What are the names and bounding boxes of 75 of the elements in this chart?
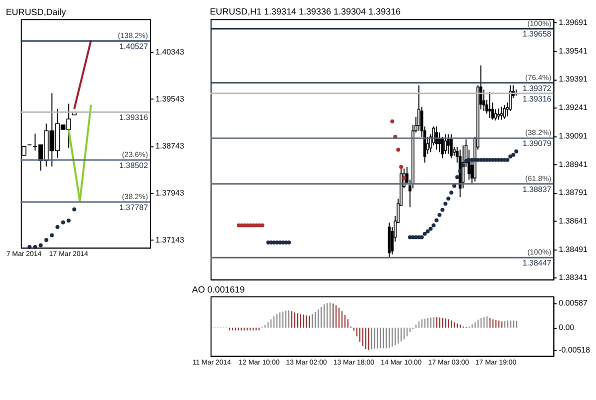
candlestick bbox=[494, 108, 498, 121]
ref-line-label: 1.38837 bbox=[522, 184, 552, 194]
point bbox=[505, 158, 510, 162]
ref-line-label: 1.37787 bbox=[119, 202, 149, 212]
point bbox=[449, 190, 454, 195]
point bbox=[38, 243, 43, 248]
y-tick-label: -0.00518 bbox=[558, 345, 591, 354]
y-tick-label: 1.38791 bbox=[558, 188, 588, 198]
ref-line-label: 1.39372 bbox=[522, 84, 552, 93]
y-tick-label: 1.38641 bbox=[558, 216, 588, 226]
ref-line-label: 1.39316 bbox=[119, 113, 149, 122]
ref-line-label: 1.39079 bbox=[522, 139, 552, 148]
y-tick-label: 1.38941 bbox=[558, 160, 588, 169]
point bbox=[66, 218, 71, 223]
point bbox=[44, 238, 48, 242]
point bbox=[399, 164, 404, 169]
chart-title: AO 0.001619 bbox=[192, 284, 245, 294]
point bbox=[434, 218, 439, 222]
point bbox=[33, 245, 38, 249]
y-tick-label: 1.39541 bbox=[558, 46, 588, 56]
ref-line-label: 1.38502 bbox=[119, 160, 149, 170]
point bbox=[443, 202, 448, 206]
point bbox=[440, 208, 444, 212]
point bbox=[260, 223, 264, 228]
chart-title: EURUSD,H1 1.39314 1.39336 1.39304 1.39316 bbox=[210, 6, 401, 17]
point bbox=[432, 223, 436, 228]
point bbox=[269, 240, 274, 244]
candlestick bbox=[444, 134, 447, 154]
point bbox=[455, 175, 460, 180]
y-tick-label: 1.39091 bbox=[558, 131, 588, 140]
point bbox=[461, 163, 466, 168]
y-tick-label: 0.00587 bbox=[558, 298, 588, 308]
candlestick bbox=[441, 136, 444, 159]
y-tick-label: 1.37943 bbox=[155, 188, 185, 198]
point bbox=[428, 226, 433, 231]
candlestick bbox=[497, 108, 500, 120]
point bbox=[514, 149, 518, 154]
chart-title: EURUSD,Daily bbox=[6, 7, 66, 18]
point bbox=[438, 212, 442, 217]
y-tick-label: 1.39391 bbox=[558, 74, 588, 84]
y-tick-label: 1.39543 bbox=[155, 94, 185, 104]
point bbox=[61, 220, 66, 224]
candlestick bbox=[500, 106, 503, 120]
ref-line-label: 1.38447 bbox=[522, 258, 552, 268]
candlestick bbox=[488, 92, 492, 118]
candlestick bbox=[503, 104, 506, 120]
candlestick bbox=[446, 134, 450, 154]
y-tick-label: 1.38743 bbox=[155, 141, 185, 150]
y-tick-label: 0.00 bbox=[558, 323, 575, 332]
ref-line-label: 1.40527 bbox=[119, 42, 149, 51]
y-tick-label: 1.38491 bbox=[558, 244, 588, 254]
point bbox=[402, 176, 406, 180]
point bbox=[511, 152, 516, 157]
point bbox=[446, 196, 450, 201]
candlestick bbox=[435, 126, 438, 150]
y-tick-label: 1.40343 bbox=[155, 47, 185, 56]
y-tick-label: 1.39691 bbox=[558, 18, 588, 28]
point bbox=[422, 232, 427, 236]
point bbox=[55, 225, 60, 230]
point bbox=[72, 207, 76, 212]
point bbox=[458, 169, 462, 174]
point bbox=[272, 240, 276, 244]
ref-line-label: 1.39316 bbox=[522, 94, 552, 104]
point bbox=[390, 119, 394, 124]
y-tick-label: 1.38341 bbox=[558, 273, 588, 282]
point bbox=[508, 154, 512, 159]
ref-line-label: 1.39658 bbox=[522, 30, 552, 39]
point bbox=[28, 245, 32, 249]
point bbox=[426, 229, 430, 234]
point bbox=[396, 148, 400, 152]
y-tick-label: 1.39241 bbox=[558, 103, 588, 112]
candlestick bbox=[438, 132, 441, 153]
y-tick-label: 1.37143 bbox=[155, 235, 185, 244]
point bbox=[420, 235, 424, 240]
point bbox=[50, 233, 54, 238]
